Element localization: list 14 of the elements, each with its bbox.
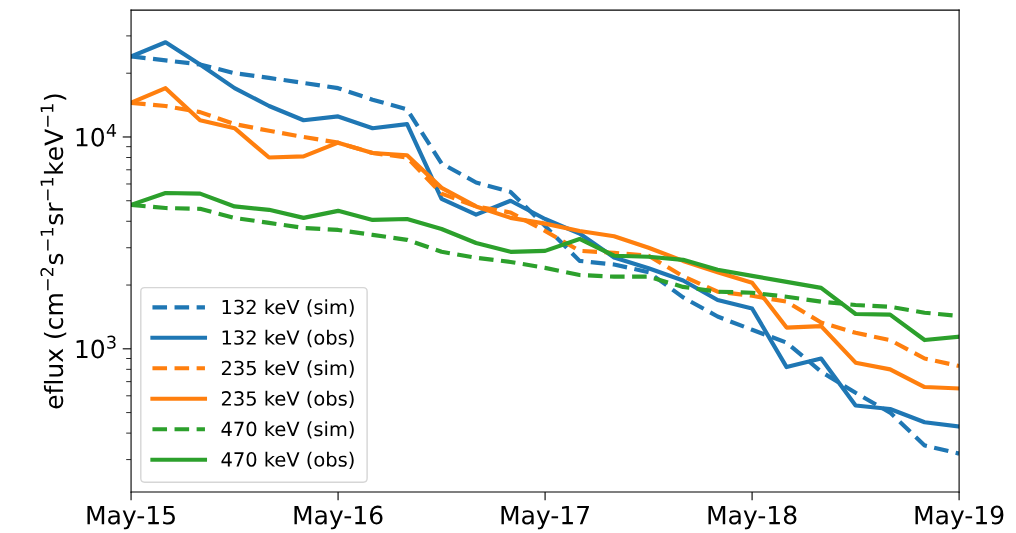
x-tick-label: May-16 — [294, 505, 383, 530]
y-tick-label: 10$^{3}$ — [76, 335, 116, 359]
legend-label: 235 keV (sim) — [221, 360, 354, 378]
legend-label: 470 keV (sim) — [221, 421, 354, 439]
text: eflux (cm$^{−2}$s$^{−1}$sr$^{−1}$keV$^{−1}$) — [40, 94, 67, 409]
legend-label: 470 keV (obs) — [221, 451, 354, 470]
x-tick-label: May-17 — [501, 505, 589, 530]
legend-label: 132 keV (obs) — [222, 329, 354, 348]
y-tick-label: 10$^{4}$ — [76, 123, 117, 147]
legend-label: 235 keV (obs) — [221, 390, 354, 409]
x-tick-label: May-15 — [87, 505, 175, 530]
x-tick-label: May-18 — [708, 505, 797, 530]
x-tick-label: May-19 — [915, 505, 1004, 530]
legend-label: 132 keV (sim) — [222, 299, 354, 317]
